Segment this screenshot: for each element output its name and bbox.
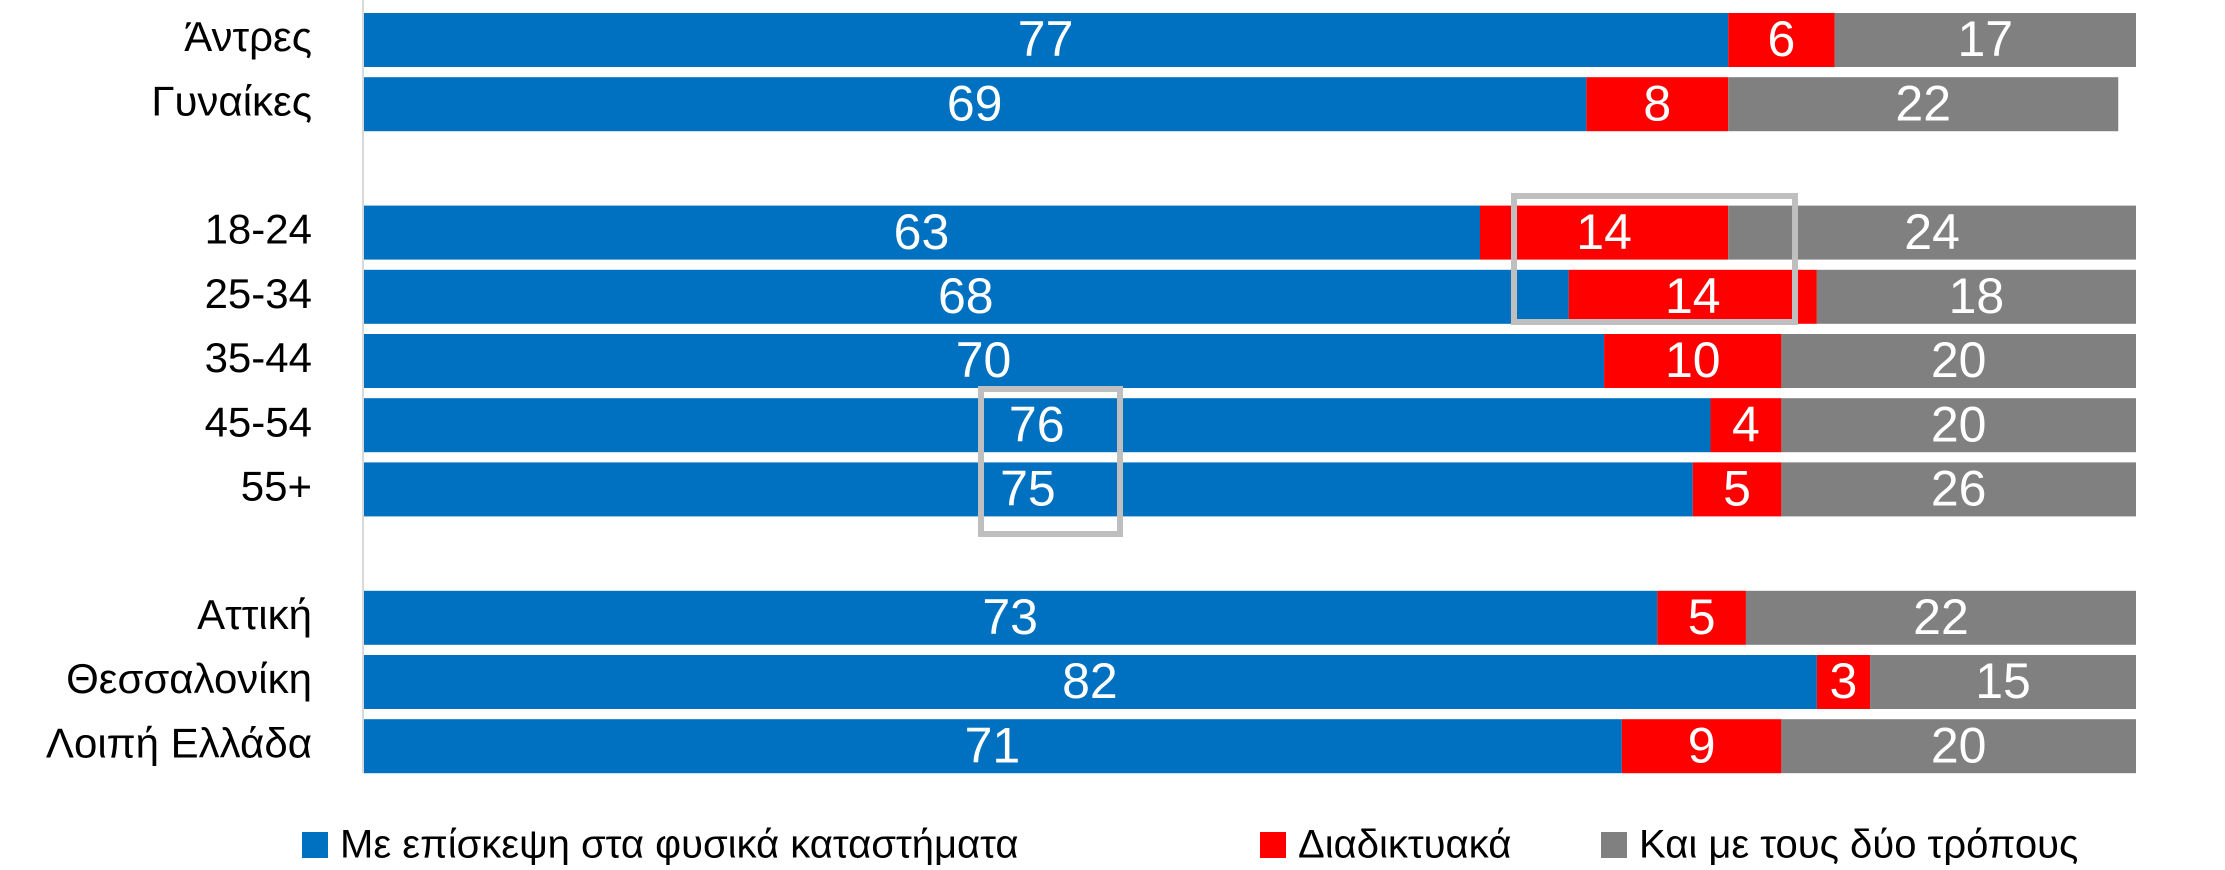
value-label: 76 [1009, 396, 1065, 452]
category-label: Αττική [197, 591, 312, 638]
bar-segment [363, 205, 1480, 260]
bar-segment [1834, 13, 2136, 67]
value-label: 20 [1931, 332, 1987, 388]
category-label: Άντρες [184, 13, 312, 60]
bar-segment [363, 398, 1711, 453]
category-label: 18-24 [205, 206, 312, 253]
category-label: 25-34 [205, 270, 312, 317]
bar-segment [1728, 77, 2119, 132]
category-label: 45-54 [205, 398, 312, 445]
value-label: 24 [1904, 204, 1960, 260]
value-label: 3 [1830, 653, 1858, 709]
value-label: 20 [1931, 396, 1987, 452]
value-label: 8 [1643, 75, 1671, 131]
bar-segment [1870, 655, 2136, 709]
category-label: Γυναίκες [151, 77, 312, 124]
bar-segment [1781, 398, 2136, 453]
bar-segment [1479, 205, 1729, 260]
value-label: 5 [1723, 461, 1751, 517]
bar-segment [1657, 590, 1746, 645]
bar-segment [1781, 334, 2136, 388]
value-label: 69 [947, 75, 1003, 131]
bar-segment [1710, 398, 1782, 453]
legend-swatch [302, 832, 328, 858]
legend-swatch [1601, 832, 1627, 858]
value-label: 5 [1688, 589, 1716, 645]
labels: Άντρες 77 6 17 Γυναίκες 69 8 22 18-24 63 14 24 25-34… [46, 11, 2031, 773]
value-label: 71 [965, 717, 1021, 773]
value-label: 22 [1895, 75, 1951, 131]
value-label: 18 [1949, 268, 2005, 324]
value-label: 82 [1062, 653, 1118, 709]
value-label: 22 [1913, 589, 1969, 645]
legend-label: Και με τους δύο τρόπους [1639, 823, 2078, 865]
bar-segment [1586, 77, 1729, 132]
bar-segment [363, 462, 1693, 517]
value-label: 77 [1018, 11, 1074, 67]
bar-segment [1621, 719, 1782, 774]
category-label: 35-44 [205, 334, 312, 381]
bar-segment [1728, 13, 1835, 67]
bar-segment [363, 334, 1605, 388]
bar-segment [1816, 269, 2136, 324]
bar-segment [1745, 590, 2136, 645]
bar-segment [363, 719, 1622, 774]
bar-segment [1781, 462, 2136, 517]
bar-segment [363, 77, 1587, 132]
bar-segment [1604, 334, 1782, 388]
legend-label: Με επίσκεψη στα φυσικά καταστήματα [340, 823, 1019, 865]
bar-segment [363, 655, 1817, 709]
legend: Με επίσκεψη στα φυσικά καταστήματα Διαδικ… [302, 823, 2078, 867]
bar-segment [1692, 462, 1782, 517]
bar-segment [363, 269, 1569, 324]
legend-swatch [1260, 832, 1286, 858]
value-label: 73 [982, 589, 1038, 645]
bar-segment [1816, 655, 1871, 709]
highlight-box [1511, 193, 1798, 325]
value-label: 70 [956, 332, 1012, 388]
category-label: Λοιπή Ελλάδα [46, 719, 312, 766]
bar-segment [1781, 719, 2136, 774]
category-label: Θεσσαλονίκη [66, 655, 312, 702]
legend-label: Διαδικτυακά [1298, 823, 1511, 865]
value-label: 9 [1688, 717, 1716, 773]
value-label: 68 [938, 268, 994, 324]
plot-area [363, 13, 2136, 774]
category-label: 55+ [241, 462, 312, 509]
value-label: 26 [1931, 461, 1987, 517]
bar-segment [1568, 269, 1817, 324]
value-label: 17 [1957, 11, 2013, 67]
value-label: 75 [1000, 461, 1056, 517]
value-label: 63 [894, 204, 950, 260]
value-label: 20 [1931, 717, 1987, 773]
value-label: 15 [1975, 653, 2031, 709]
value-label: 4 [1732, 396, 1760, 452]
bar-segment [363, 590, 1658, 645]
bar-segment [363, 13, 1729, 67]
value-label: 14 [1576, 204, 1632, 260]
value-label: 6 [1767, 11, 1795, 67]
highlight-box [978, 386, 1123, 537]
value-label: 14 [1665, 268, 1721, 324]
value-label: 10 [1665, 332, 1721, 388]
